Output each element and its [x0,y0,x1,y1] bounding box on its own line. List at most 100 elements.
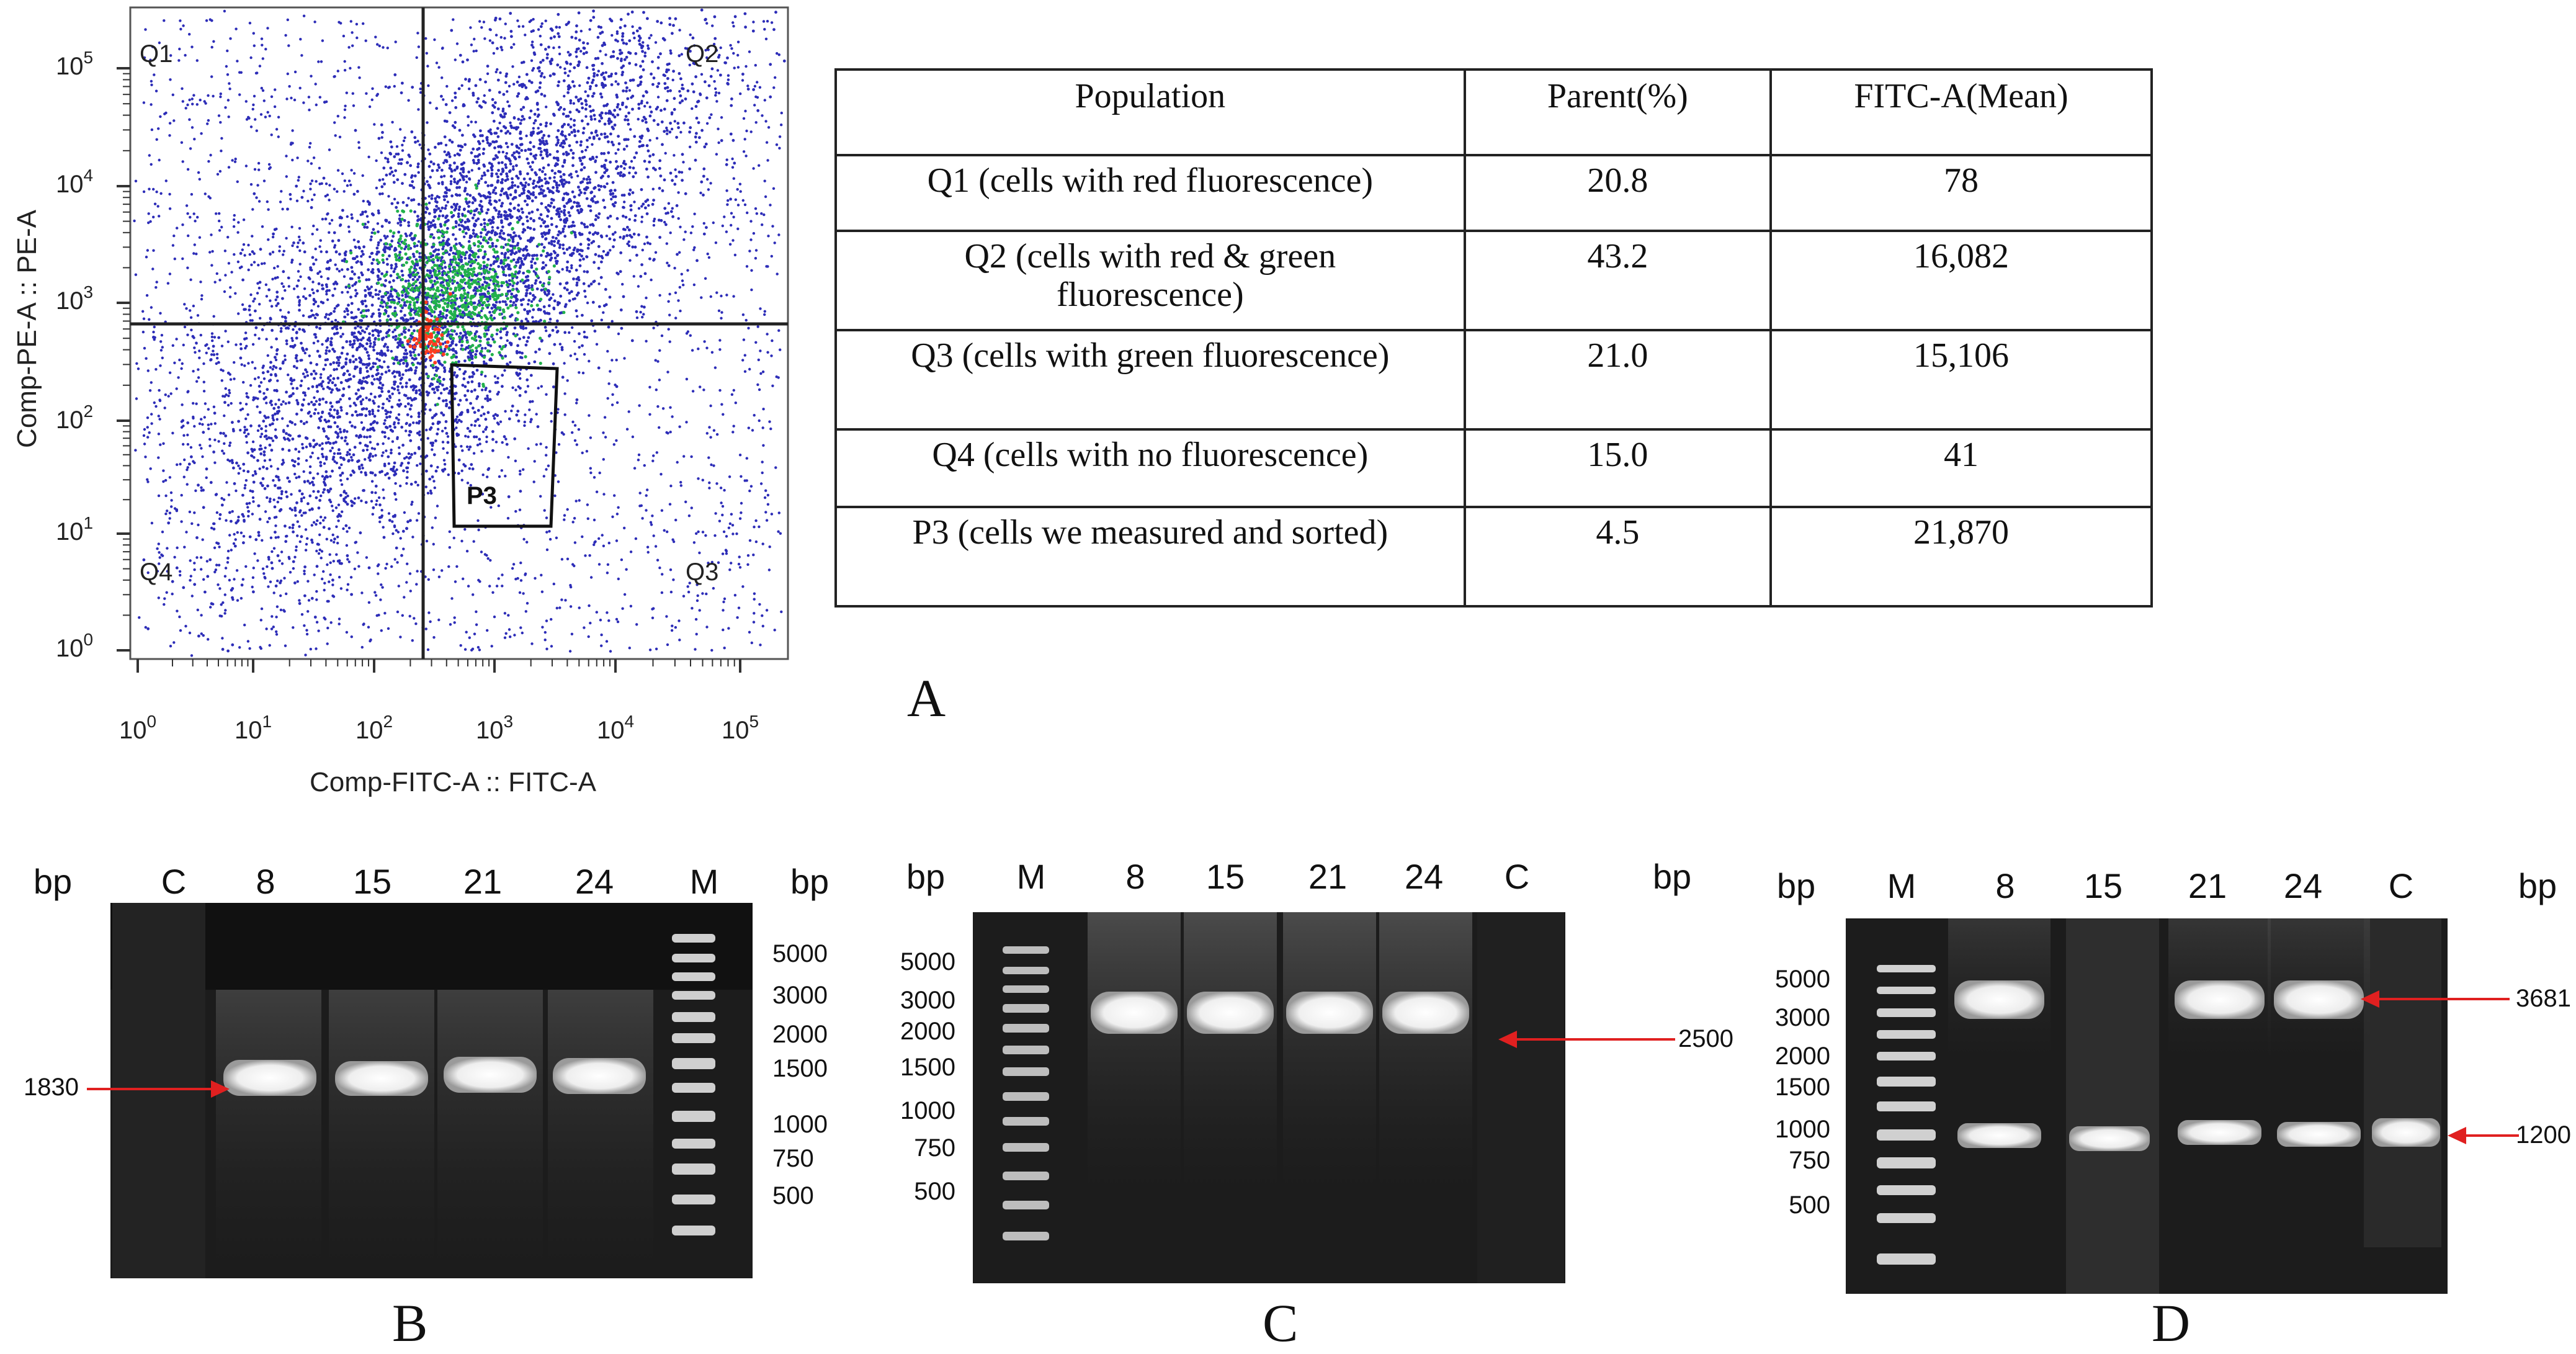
scatter-dot [713,80,716,83]
scatter-dot [489,279,492,282]
scatter-dot [467,240,471,243]
scatter-dot [509,12,512,15]
scatter-dot [209,481,213,484]
scatter-dot [328,199,331,202]
scatter-dot [656,405,660,408]
scatter-dot [316,472,320,475]
scatter-dot [748,539,752,542]
scatter-dot [326,642,329,645]
scatter-dot [453,397,457,401]
scatter-dot [438,421,441,424]
scatter-dot [681,99,684,102]
scatter-dot [230,271,233,274]
scatter-dot [578,189,581,192]
scatter-dot [509,121,512,125]
scatter-dot [390,202,394,205]
scatter-dot [441,76,444,79]
scatter-dot [744,109,747,113]
scatter-dot [649,521,653,524]
scatter-dot [525,219,529,223]
scatter-dot [211,339,214,343]
scatter-dot [218,169,222,173]
scatter-dot [748,367,751,371]
scatter-dot [620,51,624,55]
scatter-dot [411,253,415,256]
scatter-dot [444,204,448,207]
scatter-dot [519,137,522,140]
scatter-dot [561,112,565,116]
scatter-dot [704,534,707,537]
scatter-dot [553,171,557,175]
scatter-dot [465,251,468,254]
scatter-dot [474,120,477,123]
scatter-dot [556,150,559,153]
scatter-dot [409,354,413,357]
scatter-dot [646,17,649,20]
scatter-dot [527,254,531,257]
scatter-dot [540,254,543,257]
scatter-dot [426,648,430,652]
scatter-dot [490,132,493,136]
scatter-dot [441,441,445,444]
scatter-dot [646,47,650,50]
scatter-dot [390,448,393,452]
scatter-dot [173,555,176,559]
scatter-dot [611,393,614,396]
scatter-dot [494,259,498,263]
scatter-dot [529,192,533,196]
scatter-dot [555,162,558,166]
scatter-dot [682,594,686,598]
scatter-dot [528,310,531,313]
scatter-dot [339,326,342,330]
scatter-dot [315,496,318,500]
scatter-dot [375,368,379,372]
scatter-dot [512,563,516,566]
scatter-dot [682,455,686,458]
scatter-dot [441,273,444,277]
scatter-dot [566,508,569,511]
scatter-dot [468,256,471,260]
scatter-dot [320,557,323,560]
scatter-dot [620,558,624,562]
scatter-dot [496,377,499,380]
scatter-dot [764,511,767,514]
scatter-dot [281,447,285,451]
scatter-dot [685,377,689,381]
scatter-dot [266,370,270,374]
scatter-dot [561,125,564,128]
scatter-dot [358,356,361,360]
scatter-dot [615,30,619,34]
scatter-dot [411,86,414,89]
scatter-dot [253,448,256,452]
scatter-dot [754,249,758,252]
scatter-dot [208,18,212,21]
scatter-dot [695,632,698,636]
scatter-dot [270,95,274,98]
scatter-dot [365,342,369,346]
scatter-dot [491,98,494,101]
scatter-dot [359,338,363,342]
scatter-dot [733,594,737,597]
scatter-dot [405,369,408,372]
scatter-dot [401,143,404,146]
scatter-dot [402,469,405,473]
scatter-dot [599,276,603,279]
scatter-dot [272,406,276,410]
scatter-dot [280,562,284,565]
scatter-dot [407,461,410,465]
scatter-dot [361,302,364,306]
scatter-dot [194,351,197,354]
scatter-dot [185,531,188,534]
scatter-dot [293,555,297,558]
scatter-dot [322,176,326,180]
scatter-dot [470,151,473,155]
scatter-dot [324,352,328,355]
scatter-dot [697,347,700,351]
scatter-dot [428,186,432,189]
scatter-dot [351,346,354,349]
scatter-dot [258,65,262,68]
scatter-dot [484,418,488,421]
scatter-dot [613,189,617,192]
scatter-dot [668,313,671,316]
scatter-dot [658,566,661,570]
